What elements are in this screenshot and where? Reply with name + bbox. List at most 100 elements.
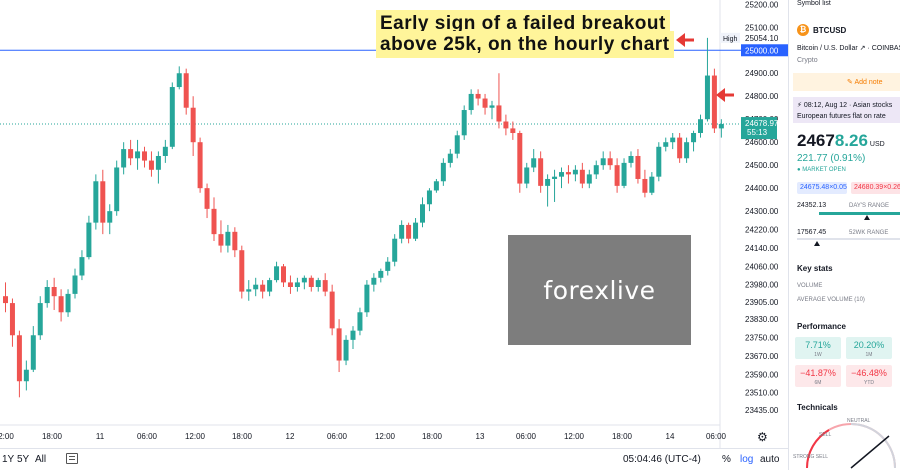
perf-1m[interactable]: 20.20% 1M <box>846 337 892 359</box>
symbol-row[interactable]: ₿ BTCUSD <box>797 24 846 36</box>
candle-body[interactable] <box>392 238 398 262</box>
candle-body[interactable] <box>691 133 697 143</box>
clock-time[interactable]: 05:04:46 (UTC-4) <box>623 454 701 465</box>
news-headline[interactable]: ⚡ 08:12, Aug 12 · Asian stocks European … <box>793 97 900 123</box>
candle-body[interactable] <box>385 261 391 271</box>
candle-body[interactable] <box>545 178 551 186</box>
candle-body[interactable] <box>100 181 106 223</box>
settings-gear-icon[interactable]: ⚙ <box>757 430 768 444</box>
candle-body[interactable] <box>378 270 384 278</box>
candle-body[interactable] <box>635 155 641 179</box>
candle-body[interactable] <box>58 296 64 313</box>
candle-body[interactable] <box>23 369 29 382</box>
candle-body[interactable] <box>496 105 502 122</box>
candle-body[interactable] <box>294 282 300 287</box>
perf-1w[interactable]: 7.71% 1W <box>795 337 841 359</box>
candle-body[interactable] <box>274 266 280 281</box>
candle-body[interactable] <box>406 224 412 239</box>
candle-body[interactable] <box>413 222 419 239</box>
candlestick-chart[interactable]: 25200.00 25100.00 25054.10 25000.00 24900.00… <box>0 0 788 448</box>
candle-body[interactable] <box>600 158 606 166</box>
candle-body[interactable] <box>517 133 523 184</box>
ask-price[interactable]: 24680.39×0.26 <box>851 182 900 194</box>
candle-body[interactable] <box>524 167 530 184</box>
candle-body[interactable] <box>628 155 634 163</box>
candle-body[interactable] <box>475 93 481 99</box>
candle-body[interactable] <box>656 146 662 177</box>
candle-body[interactable] <box>9 303 15 336</box>
candle-body[interactable] <box>572 169 578 175</box>
candle-body[interactable] <box>225 231 231 246</box>
candle-body[interactable] <box>3 296 8 304</box>
candle-body[interactable] <box>16 335 22 382</box>
candle-body[interactable] <box>329 291 335 329</box>
candle-body[interactable] <box>684 142 690 159</box>
candle-body[interactable] <box>670 137 676 143</box>
candle-body[interactable] <box>260 284 266 292</box>
candle-body[interactable] <box>399 224 405 239</box>
candle-body[interactable] <box>72 275 78 294</box>
candle-body[interactable] <box>649 176 655 193</box>
candle-body[interactable] <box>586 174 592 184</box>
candle-body[interactable] <box>176 73 182 88</box>
candle-body[interactable] <box>148 160 154 170</box>
key-stats-title[interactable]: Key stats <box>797 264 833 273</box>
candle-body[interactable] <box>704 75 710 120</box>
candle-body[interactable] <box>371 277 377 285</box>
candle-body[interactable] <box>642 178 648 193</box>
range-5y-button[interactable]: 5Y <box>17 454 30 465</box>
candle-body[interactable] <box>607 158 613 166</box>
bid-price[interactable]: 24675.48×0.05 <box>797 182 847 194</box>
technicals-title[interactable]: Technicals <box>797 403 838 412</box>
candle-body[interactable] <box>197 142 203 189</box>
candle-body[interactable] <box>350 330 356 340</box>
candle-body[interactable] <box>155 155 161 170</box>
candle-body[interactable] <box>718 124 724 129</box>
candle-body[interactable] <box>559 172 564 177</box>
candle-body[interactable] <box>315 280 321 287</box>
candle-body[interactable] <box>65 293 71 313</box>
candle-body[interactable] <box>503 121 509 129</box>
candle-body[interactable] <box>322 280 328 292</box>
candle-body[interactable] <box>593 165 599 175</box>
candle-body[interactable] <box>239 250 245 292</box>
candle-body[interactable] <box>190 107 196 143</box>
candle-body[interactable] <box>565 172 571 175</box>
candle-body[interactable] <box>135 151 141 159</box>
candle-body[interactable] <box>440 162 446 182</box>
candle-body[interactable] <box>468 93 474 111</box>
chart-area[interactable]: 25200.00 25100.00 25054.10 25000.00 24900.00… <box>0 0 788 470</box>
auto-scale-toggle[interactable]: auto <box>760 454 780 465</box>
candle-body[interactable] <box>711 75 717 129</box>
candle-body[interactable] <box>538 158 544 186</box>
candle-body[interactable] <box>663 142 669 147</box>
range-1y-button[interactable]: 1Y <box>2 454 15 465</box>
perf-6m[interactable]: −41.87% 6M <box>795 365 841 387</box>
candle-body[interactable] <box>454 135 460 154</box>
candle-body[interactable] <box>121 149 127 168</box>
candle-body[interactable] <box>621 162 627 186</box>
candle-body[interactable] <box>79 257 85 276</box>
date-range-calendar-icon[interactable] <box>66 453 78 464</box>
candle-body[interactable] <box>336 328 342 361</box>
symbol-name[interactable]: Bitcoin / U.S. Dollar ↗ · COINBASE <box>797 45 900 52</box>
candle-body[interactable] <box>232 231 238 251</box>
perf-ytd[interactable]: −46.48% YTD <box>846 365 892 387</box>
candle-body[interactable] <box>531 158 537 168</box>
add-note-button[interactable]: ✎ Add note <box>793 73 900 91</box>
candle-body[interactable] <box>364 284 370 313</box>
candle-body[interactable] <box>281 266 286 283</box>
candle-body[interactable] <box>204 188 210 209</box>
candle-body[interactable] <box>698 119 703 134</box>
candle-body[interactable] <box>37 303 43 336</box>
candle-body[interactable] <box>510 128 516 134</box>
candle-body[interactable] <box>267 280 273 292</box>
candle-body[interactable] <box>86 222 92 258</box>
candle-body[interactable] <box>30 335 36 370</box>
candle-body[interactable] <box>93 181 99 223</box>
candle-body[interactable] <box>246 289 252 292</box>
candle-body[interactable] <box>461 110 467 136</box>
candle-body[interactable] <box>420 204 425 223</box>
candle-body[interactable] <box>287 282 293 287</box>
percent-scale-toggle[interactable]: % <box>722 454 731 465</box>
